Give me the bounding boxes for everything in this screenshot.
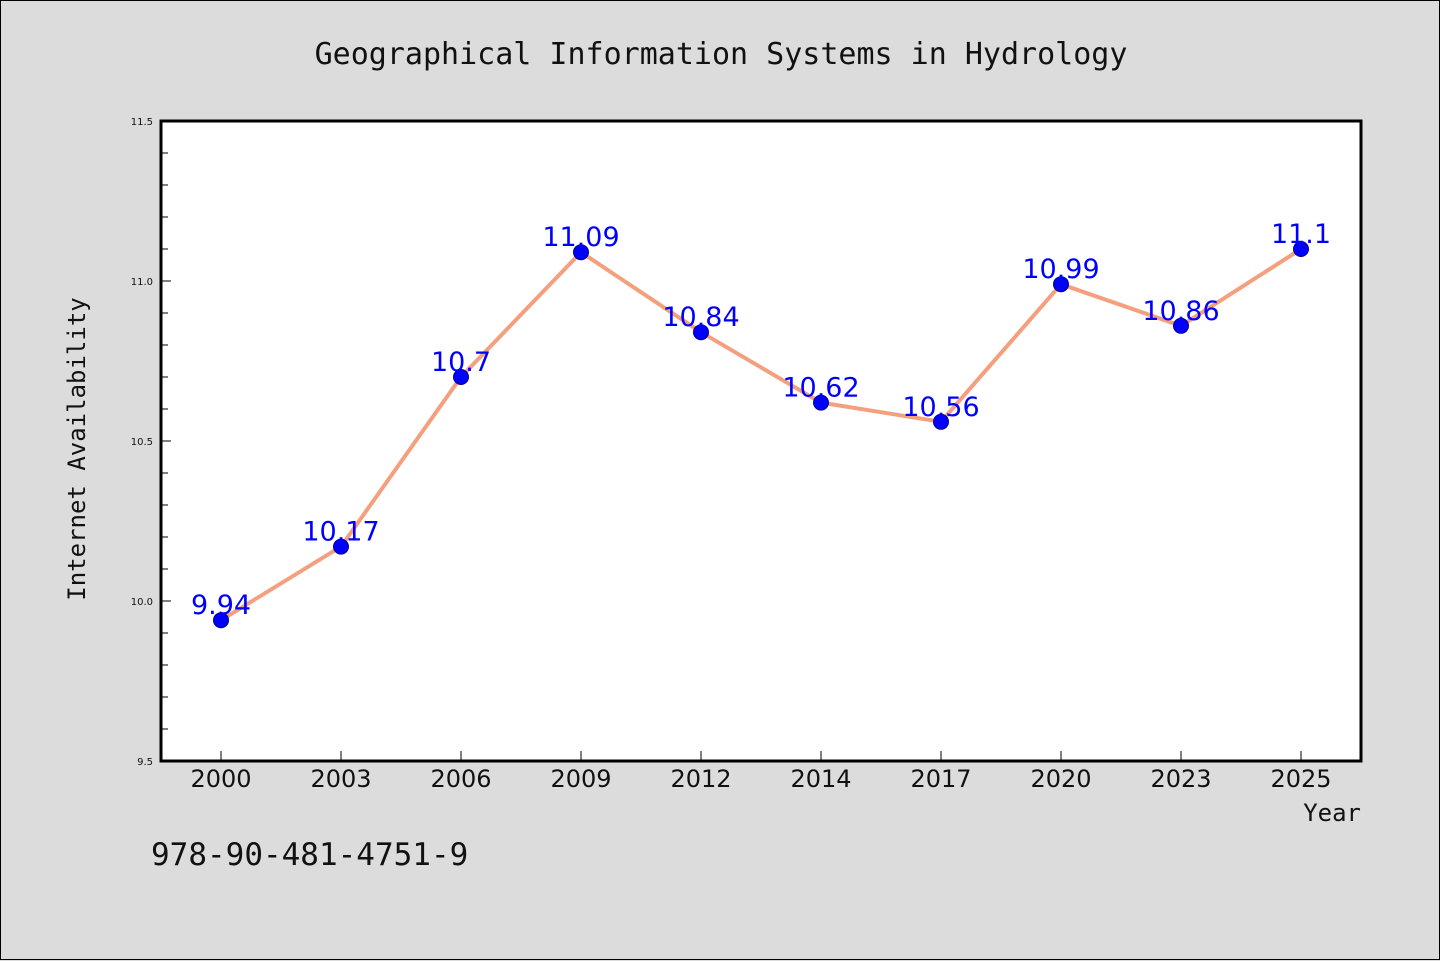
x-tick-label: 2006 [430,765,491,793]
x-tick-label: 2014 [790,765,851,793]
data-label: 9.94 [191,590,251,621]
x-tick-label: 2012 [670,765,731,793]
y-tick-label: 9.5 [137,757,153,768]
x-tick-label: 2025 [1270,765,1331,793]
data-point [813,394,829,411]
x-tick-label: 2020 [1030,765,1091,793]
y-tick-label: 10.5 [131,437,153,448]
data-label: 10.62 [782,373,859,404]
y-axis: 9.5 10.0 10.5 11.0 11.5 [131,117,171,768]
chart-title: Geographical Information Systems in Hydr… [315,37,1128,72]
data-label: 11.09 [542,222,619,253]
data-point [933,413,949,430]
data-label: 10.17 [302,517,379,548]
data-point [333,538,349,555]
data-point [1173,317,1189,334]
isbn-text: 978-90-481-4751-9 [151,837,468,873]
data-point [1053,276,1069,293]
x-axis: 2000 2003 2006 2009 2012 2014 2017 2020 2023 2025 [190,751,1332,793]
x-tick-label: 2017 [910,765,971,793]
series-line [219,247,1303,623]
data-point [573,244,589,261]
data-point [213,612,229,629]
series-group: 9.94 10.17 10.7 11.09 10.84 10.62 10.56 10.99 10… [191,219,1331,629]
data-label: 10.56 [902,392,979,423]
data-label: 10.86 [1142,296,1219,327]
plot-area [159,119,1363,763]
x-axis-label: Year [1303,799,1361,827]
y-axis-label: Internet Availability [63,297,91,600]
x-tick-label: 2000 [190,765,251,793]
data-point [453,369,469,385]
data-label: 10.99 [1022,254,1099,285]
data-point [693,324,709,341]
x-tick-label: 2023 [1150,765,1211,793]
y-tick-label: 11.0 [131,277,153,288]
data-label: 10.7 [431,347,491,378]
y-tick-label: 10.0 [131,597,153,608]
data-point [1293,241,1309,257]
data-label: 11.1 [1271,219,1331,250]
data-label: 10.84 [662,302,739,333]
x-tick-label: 2003 [310,765,371,793]
x-tick-label: 2009 [550,765,611,793]
y-tick-label: 11.5 [131,117,153,128]
